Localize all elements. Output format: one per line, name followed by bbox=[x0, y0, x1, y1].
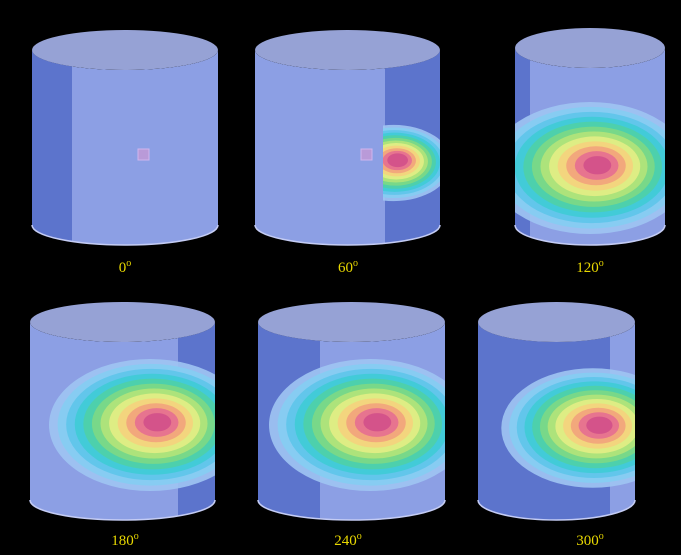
cylinder-top bbox=[515, 28, 665, 68]
heat-contour bbox=[143, 413, 171, 431]
heat-contour bbox=[363, 413, 391, 431]
source-marker bbox=[138, 149, 149, 160]
angle-degree: o bbox=[134, 531, 139, 542]
figure: 0o60o120o180o240o300o bbox=[0, 0, 681, 555]
angle-degree: o bbox=[599, 531, 604, 542]
heat-contour bbox=[583, 156, 611, 174]
heat-spot bbox=[269, 359, 471, 491]
cylinder-top bbox=[32, 30, 218, 70]
heat-contour bbox=[586, 417, 612, 434]
angle-value: 240 bbox=[334, 533, 357, 549]
angle-degree: o bbox=[357, 531, 362, 542]
angle-value: 300 bbox=[576, 533, 599, 549]
cylinder-top bbox=[258, 302, 445, 342]
angle-value: 0 bbox=[119, 260, 127, 276]
angle-degree: o bbox=[353, 258, 358, 269]
heat-contour bbox=[387, 153, 408, 167]
angle-degree: o bbox=[126, 258, 131, 269]
cylinder-top bbox=[478, 302, 635, 342]
angle-value: 180 bbox=[111, 533, 134, 549]
angle-value: 60 bbox=[338, 260, 353, 276]
cylinder-top bbox=[30, 302, 215, 342]
angle-value: 120 bbox=[576, 260, 599, 276]
source-marker bbox=[361, 149, 372, 160]
cylinder-top bbox=[255, 30, 440, 70]
angle-degree: o bbox=[599, 258, 604, 269]
